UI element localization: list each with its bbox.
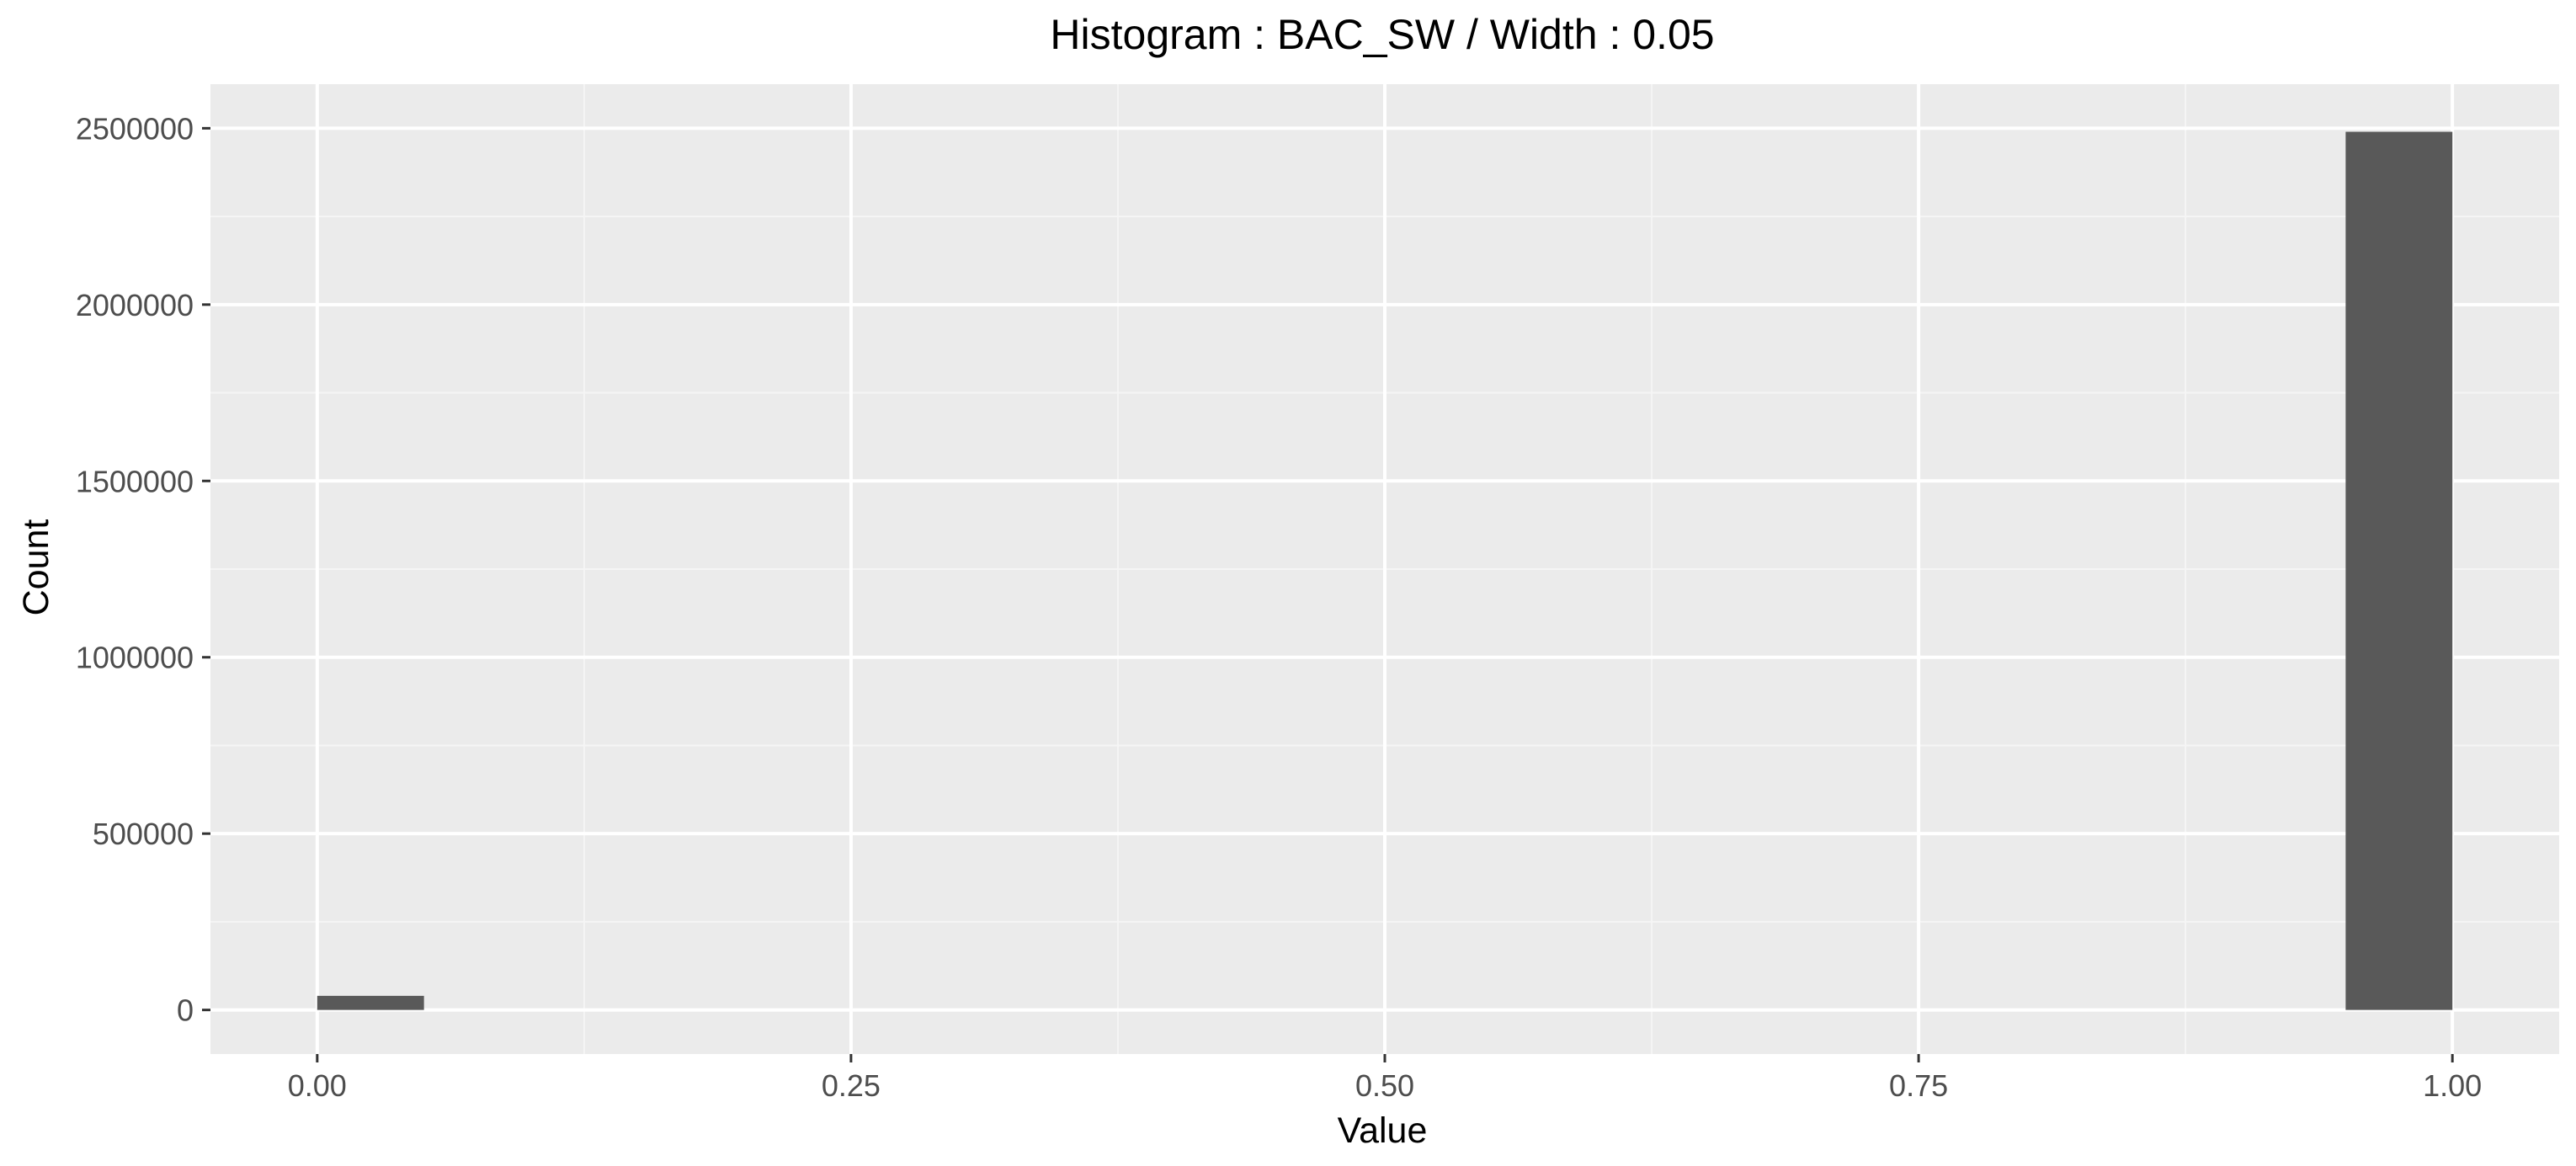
y-tick-label: 0	[177, 993, 194, 1028]
y-tick-label: 2500000	[76, 111, 194, 146]
x-tick-label: 0.75	[1889, 1068, 1948, 1103]
x-tick-label: 0.50	[1355, 1068, 1414, 1103]
y-tick-label: 1500000	[76, 464, 194, 498]
x-tick-label: 1.00	[2423, 1068, 2482, 1103]
chart-title: Histogram : BAC_SW / Width : 0.05	[1050, 11, 1714, 58]
histogram-bar	[2345, 131, 2453, 1010]
histogram-bars	[317, 131, 2453, 1010]
x-tick-label: 0.00	[288, 1068, 347, 1103]
y-tick-label: 2000000	[76, 288, 194, 322]
y-axis-title: Count	[16, 519, 56, 616]
histogram-bar	[317, 995, 424, 1010]
x-tick-label: 0.25	[822, 1068, 881, 1103]
x-axis-title: Value	[1338, 1110, 1428, 1151]
x-axis: 0.00 0.25 0.50 0.75 1.00	[288, 1054, 2482, 1103]
grid-major-lines	[210, 84, 2559, 1054]
y-tick-label: 500000	[93, 817, 194, 851]
y-axis: 0 500000 1000000 1500000 2000000 2500000	[76, 111, 210, 1028]
y-tick-label: 1000000	[76, 641, 194, 675]
